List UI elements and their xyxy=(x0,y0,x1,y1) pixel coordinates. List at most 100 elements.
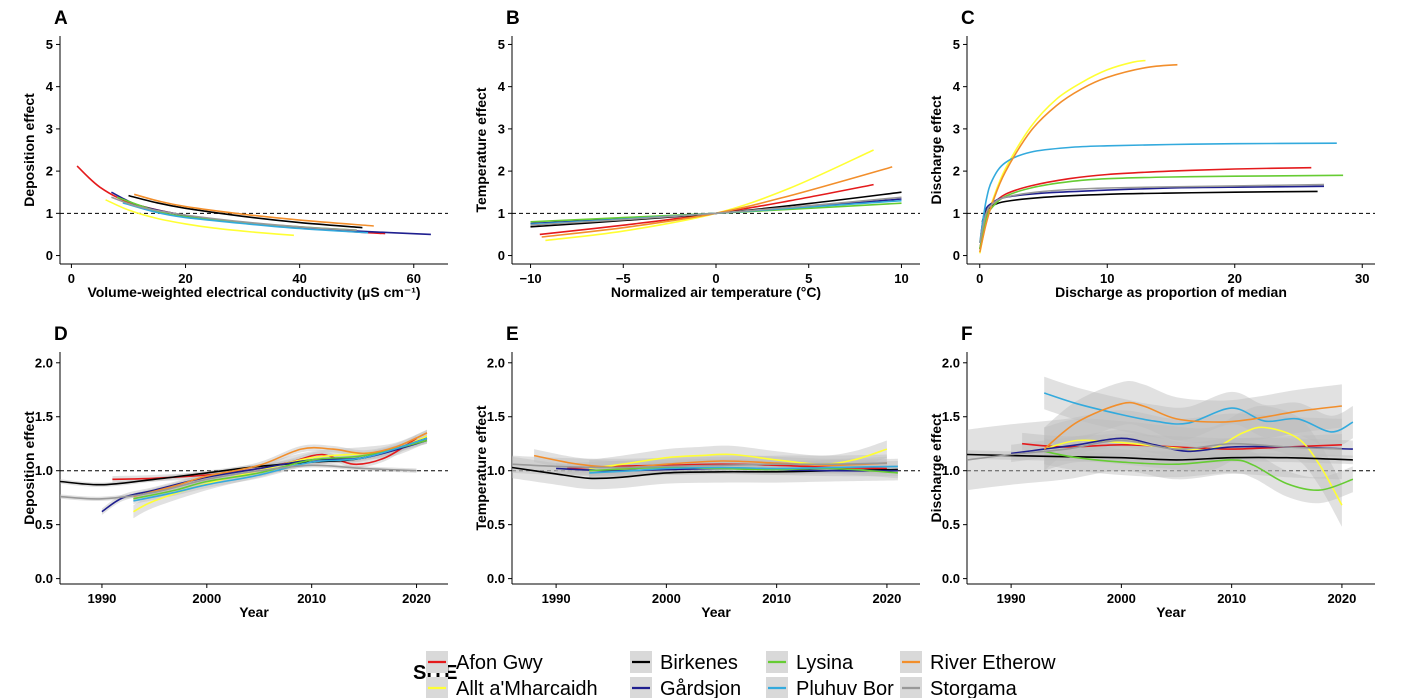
series-line xyxy=(981,190,1318,223)
panel-letter: E xyxy=(506,324,519,345)
panel-d: D 0.0 0.5 1.0 1.5 2.0 1990 2000 2010 2020 Year Depo… xyxy=(21,324,448,620)
y-tick-label: 4 xyxy=(498,79,506,94)
x-tick-label: 20 xyxy=(178,271,192,286)
confidence-band xyxy=(1044,405,1342,527)
y-tick-label: 1.5 xyxy=(35,409,53,424)
series-line xyxy=(539,183,874,236)
series-line xyxy=(589,448,888,470)
confidence-band xyxy=(967,450,1353,465)
y-tick-label: 1.0 xyxy=(35,463,53,478)
series-line xyxy=(1043,392,1354,433)
x-tick-label: 30 xyxy=(1355,271,1369,286)
y-axis-title: Discharge effect xyxy=(928,413,944,522)
legend-label: Afon Gwy xyxy=(456,652,543,674)
x-tick-label: 2010 xyxy=(297,591,326,606)
series-line xyxy=(133,439,428,500)
series-line xyxy=(545,149,874,242)
series-line xyxy=(541,166,893,238)
x-axis-title: Discharge as proportion of median xyxy=(1055,284,1287,300)
y-tick-label: 4 xyxy=(953,79,961,94)
x-axis-title: Year xyxy=(1156,604,1186,620)
y-tick-label: 4 xyxy=(46,79,54,94)
y-axis-title: Discharge effect xyxy=(928,95,944,204)
series-line xyxy=(128,194,363,229)
series-line xyxy=(980,185,1325,235)
y-tick-label: 2 xyxy=(46,164,53,179)
y-tick-label: 0.0 xyxy=(487,571,505,586)
series-line xyxy=(979,63,1178,253)
x-tick-label: 1990 xyxy=(997,591,1026,606)
legend-item: Gårdsjon xyxy=(630,677,741,698)
x-tick-label: 40 xyxy=(292,271,306,286)
y-tick-label: 0.5 xyxy=(942,517,960,532)
x-tick-label: 0 xyxy=(68,271,75,286)
series-line xyxy=(533,454,887,469)
y-tick-label: 0 xyxy=(953,248,960,263)
x-tick-label: 1990 xyxy=(542,591,571,606)
y-tick-label: 1.5 xyxy=(942,409,960,424)
series-line xyxy=(966,439,1342,461)
x-tick-label: 2020 xyxy=(1327,591,1356,606)
legend-label: Gårdsjon xyxy=(660,678,741,698)
y-tick-label: 1 xyxy=(953,206,960,221)
x-tick-label: 2010 xyxy=(1217,591,1246,606)
y-tick-label: 0.5 xyxy=(487,517,505,532)
x-tick-label: 2020 xyxy=(402,591,431,606)
legend-item: Lysina xyxy=(766,651,854,674)
series-line xyxy=(122,202,369,234)
y-tick-label: 5 xyxy=(498,37,505,52)
x-tick-label: 2020 xyxy=(872,591,901,606)
legend-label: Birkenes xyxy=(660,652,738,674)
x-tick-label: 10 xyxy=(894,271,908,286)
legend-item: River Etherow xyxy=(900,651,1056,674)
series-line xyxy=(530,196,902,226)
series-line xyxy=(1043,401,1342,450)
legend-item: Pluhuv Bor xyxy=(766,677,894,698)
x-axis-title: Normalized air temperature (°C) xyxy=(611,284,821,300)
panel-b: B 0 1 2 3 4 5 −10 −5 0 5 10 Normalized air temperatu… xyxy=(473,8,920,300)
legend-label: Storgama xyxy=(930,678,1018,698)
y-tick-label: 0.0 xyxy=(35,571,53,586)
panel-letter: D xyxy=(54,324,68,345)
series-line xyxy=(105,199,294,237)
x-tick-label: 60 xyxy=(407,271,421,286)
panel-letter: F xyxy=(961,324,973,345)
x-axis-title: Year xyxy=(701,604,731,620)
panel-letter: C xyxy=(961,8,975,29)
legend-label: Pluhuv Bor xyxy=(796,678,894,698)
y-tick-label: 0.5 xyxy=(35,517,53,532)
confidence-band xyxy=(1044,381,1342,471)
x-axis-title: Year xyxy=(239,604,269,620)
legend-item: Storgama xyxy=(900,677,1018,698)
y-tick-label: 2 xyxy=(498,164,505,179)
x-tick-label: −5 xyxy=(616,271,631,286)
confidence-band xyxy=(1044,438,1353,504)
x-tick-label: 2000 xyxy=(1107,591,1136,606)
x-tick-label: 2010 xyxy=(762,591,791,606)
series-line xyxy=(589,465,898,474)
confidence-band xyxy=(112,435,417,483)
x-axis-title: Volume-weighted electrical conductivity … xyxy=(87,284,420,300)
legend-item: Birkenes xyxy=(630,651,738,674)
y-tick-label: 2.0 xyxy=(35,355,53,370)
series-line xyxy=(133,437,428,502)
x-tick-label: 0 xyxy=(976,271,983,286)
y-tick-label: 0.0 xyxy=(942,571,960,586)
y-tick-label: 1.0 xyxy=(487,463,505,478)
legend-item: Allt a'Mharcaidh xyxy=(426,677,598,698)
panel-letter: B xyxy=(506,8,520,29)
legend-label: Lysina xyxy=(796,652,854,674)
x-tick-label: 2000 xyxy=(652,591,681,606)
y-axis-title: Deposition effect xyxy=(21,93,37,207)
x-tick-label: 1990 xyxy=(87,591,116,606)
confidence-band xyxy=(101,437,428,515)
x-tick-label: 0 xyxy=(712,271,719,286)
confidence-band xyxy=(1011,429,1353,463)
y-tick-label: 0 xyxy=(498,248,505,263)
panel-letter: A xyxy=(54,8,68,29)
x-tick-label: 20 xyxy=(1228,271,1242,286)
series-line xyxy=(59,464,417,500)
legend-item: Afon Gwy xyxy=(426,651,543,674)
y-tick-label: 0 xyxy=(46,248,53,263)
